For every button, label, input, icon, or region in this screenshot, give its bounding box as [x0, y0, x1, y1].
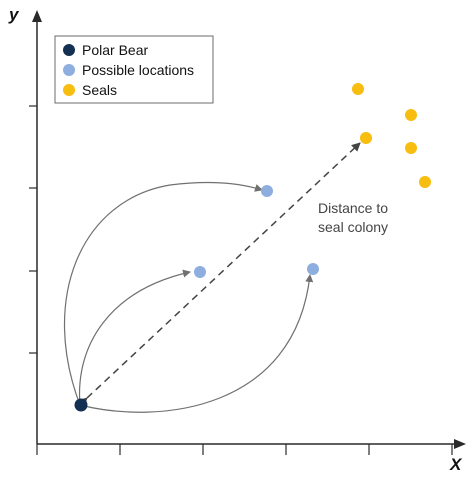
polar-bear-point: [74, 398, 88, 412]
possible-location-point: [307, 263, 319, 275]
legend-marker-seals: [63, 84, 75, 96]
distance-annotation-line2: seal colony: [318, 219, 388, 235]
legend-label-polar-bear: Polar Bear: [82, 42, 148, 58]
legend-box: [54, 35, 214, 104]
possible-location-point: [261, 185, 273, 197]
possible-location-point: [194, 266, 206, 278]
x-axis-label: X: [449, 455, 463, 474]
movement-arrow-low: [79, 274, 314, 413]
seal-point: [360, 132, 372, 144]
axes: y X: [8, 5, 466, 474]
movement-arrow-mid: [78, 269, 191, 406]
x-axis-arrow-icon: [454, 439, 466, 449]
seal-point: [405, 109, 417, 121]
y-axis-arrow-icon: [32, 10, 42, 22]
legend-label-possible-locations: Possible locations: [82, 62, 194, 78]
y-axis-label: y: [8, 5, 20, 24]
legend-marker-possible-locations: [63, 64, 75, 76]
seal-point: [419, 176, 431, 188]
seal-point: [352, 83, 364, 95]
distance-arrow: [78, 142, 361, 407]
distance-annotation-line1: Distance to: [318, 200, 388, 216]
seal-point: [405, 142, 417, 154]
legend: Polar Bear Possible locations Seals: [54, 35, 214, 104]
movement-arrows: [63, 181, 314, 413]
movement-arrow-high: [63, 181, 263, 406]
legend-marker-polar-bear: [63, 44, 75, 56]
legend-label-seals: Seals: [82, 82, 117, 98]
